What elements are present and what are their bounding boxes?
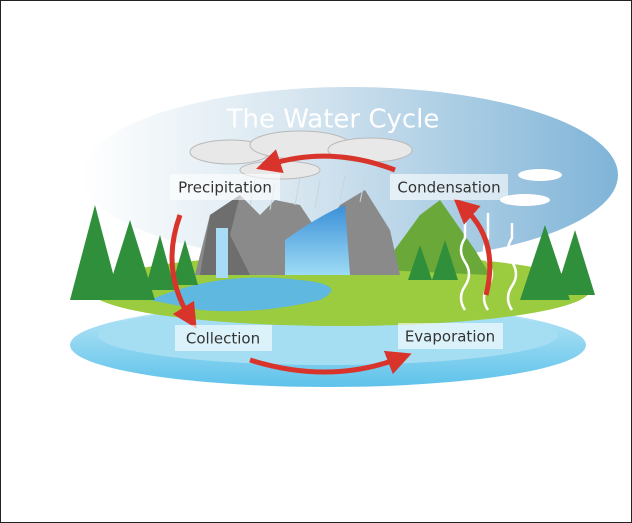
stage-label: Precipitation — [178, 179, 272, 197]
stage-label: Evaporation — [405, 328, 495, 346]
small-waterfall — [216, 228, 228, 278]
water-cycle-diagram: The Water Cycle Precipitation Condensati… — [0, 0, 632, 523]
title: The Water Cycle — [226, 105, 440, 135]
stage-label: Collection — [186, 330, 260, 348]
stage-label: Condensation — [397, 179, 500, 197]
